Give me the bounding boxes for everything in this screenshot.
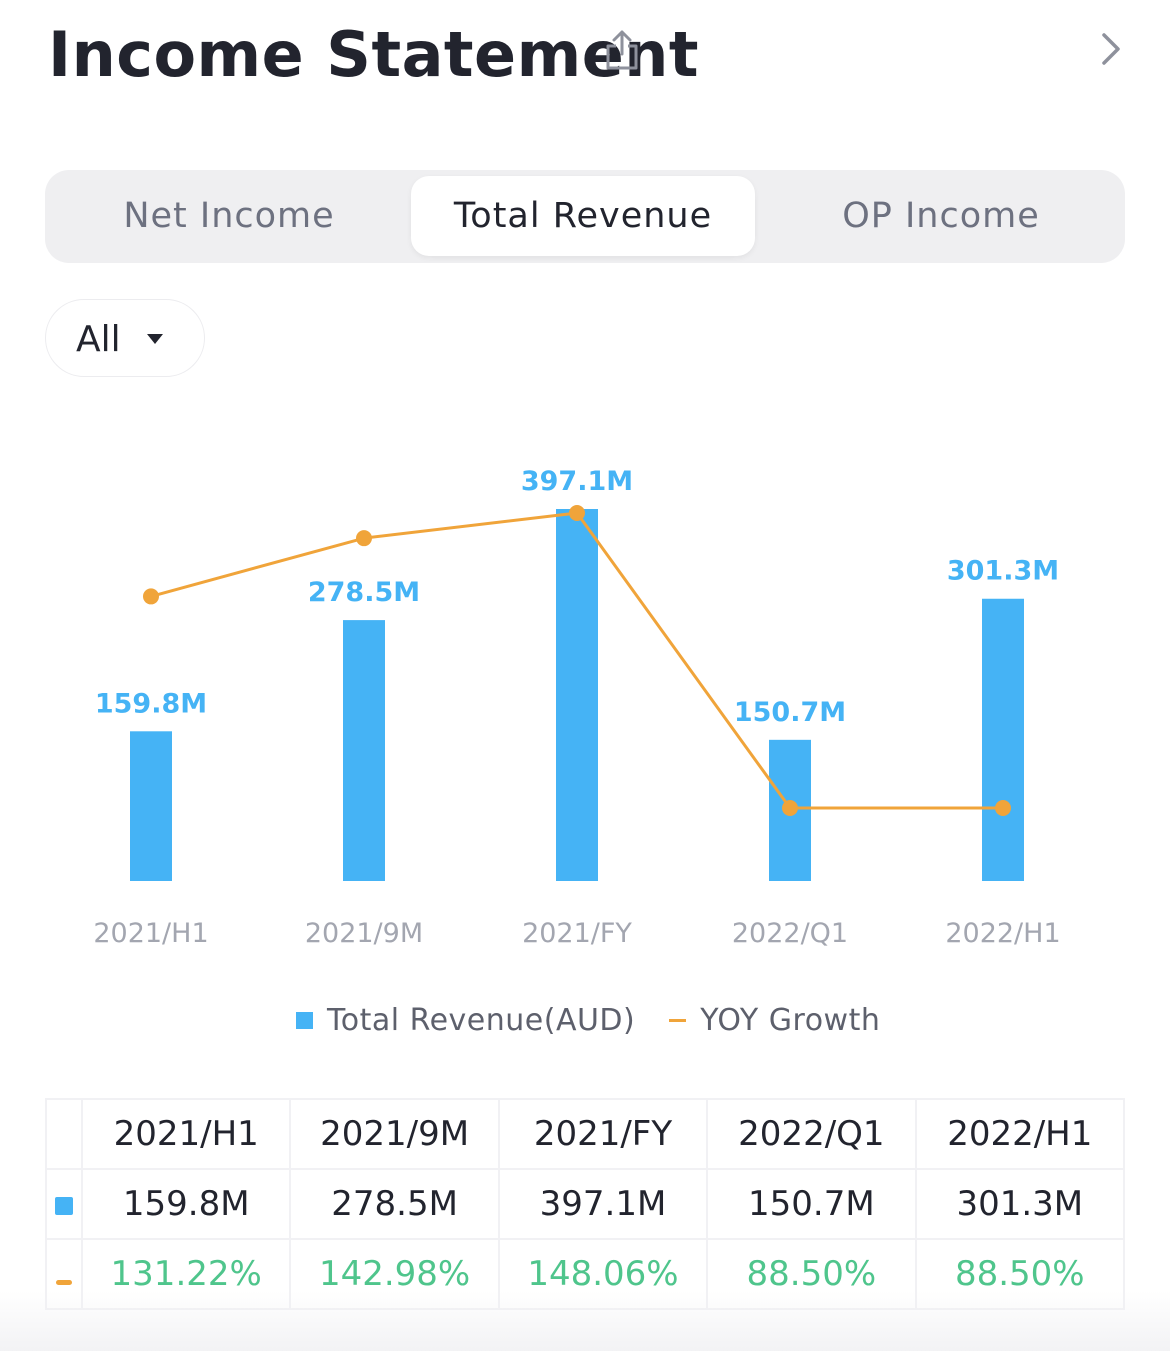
- table-cell: 131.22%: [80, 1238, 292, 1310]
- table-cell: 88.50%: [914, 1238, 1126, 1310]
- legend-bar-label: Total Revenue(AUD): [327, 1002, 636, 1038]
- table-corner-cell: [45, 1098, 83, 1170]
- table-cell: 148.06%: [497, 1238, 709, 1310]
- x-axis-tick-label: 2021/FY: [522, 918, 632, 949]
- bar-value-label: 159.8M: [95, 688, 207, 719]
- table-header-cell: 2022/H1: [914, 1098, 1126, 1170]
- legend-line-label: YOY Growth: [700, 1002, 881, 1038]
- table-cell: 397.1M: [497, 1168, 709, 1240]
- table-header-cell: 2021/FY: [497, 1098, 709, 1170]
- yoy-growth-point: [782, 800, 798, 816]
- metric-tabs: Net Income Total Revenue OP Income: [45, 170, 1125, 263]
- tab-op-income[interactable]: OP Income: [842, 196, 1040, 236]
- caret-down-icon: [147, 334, 163, 344]
- table-cell: 278.5M: [289, 1168, 500, 1240]
- yoy-growth-point: [356, 530, 372, 547]
- table-row-revenue: 159.8M 278.5M 397.1M 150.7M 301.3M: [45, 1168, 1126, 1240]
- bar-2021-h1: [130, 731, 172, 881]
- tab-net-income[interactable]: Net Income: [123, 196, 335, 236]
- page-title: Income Statement: [48, 18, 700, 91]
- table-header-cell: 2022/Q1: [706, 1098, 917, 1170]
- table-header-row: 2021/H1 2021/9M 2021/FY 2022/Q1 2022/H1: [45, 1098, 1126, 1170]
- table-header-cell: 2021/9M: [289, 1098, 500, 1170]
- growth-key-cell: [45, 1238, 83, 1310]
- bar-2022-h1: [982, 598, 1024, 881]
- bar-series-icon: [55, 1197, 73, 1215]
- bar-2021-fy: [556, 509, 598, 881]
- table-cell: 159.8M: [80, 1168, 292, 1240]
- table-row-growth: 131.22% 142.98% 148.06% 88.50% 88.50%: [45, 1238, 1126, 1310]
- tab-total-revenue[interactable]: Total Revenue: [411, 176, 755, 256]
- x-axis-tick-label: 2022/Q1: [732, 918, 848, 949]
- legend-bar-swatch: [296, 1011, 313, 1029]
- table-header-cell: 2021/H1: [80, 1098, 292, 1170]
- chart-legend: Total Revenue(AUD) YOY Growth: [296, 998, 880, 1042]
- period-dropdown-value: All: [76, 319, 121, 360]
- chevron-right-icon[interactable]: [1100, 32, 1122, 66]
- line-series-icon: [56, 1280, 72, 1285]
- legend-line-swatch: [669, 1018, 687, 1022]
- bar-value-label: 150.7M: [734, 697, 846, 728]
- bar-2021-9m: [343, 620, 385, 881]
- x-axis-tick-label: 2021/9M: [305, 918, 423, 949]
- revenue-key-cell: [45, 1168, 83, 1240]
- yoy-growth-point: [995, 800, 1011, 816]
- table-cell: 142.98%: [289, 1238, 500, 1310]
- period-dropdown[interactable]: All: [45, 299, 205, 377]
- data-table: 2021/H1 2021/9M 2021/FY 2022/Q1 2022/H1 …: [45, 1098, 1126, 1310]
- bar-value-label: 301.3M: [947, 556, 1059, 587]
- x-axis-tick-label: 2022/H1: [945, 918, 1060, 949]
- header: Income Statement: [48, 18, 1122, 98]
- table-cell: 150.7M: [706, 1168, 917, 1240]
- bar-value-label: 397.1M: [521, 466, 633, 497]
- yoy-growth-point: [569, 505, 585, 521]
- share-icon[interactable]: [602, 28, 642, 72]
- table-cell: 88.50%: [706, 1238, 917, 1310]
- x-axis-tick-label: 2021/H1: [93, 918, 208, 949]
- revenue-chart: 159.8M 2021/H1 278.5M 2021/9M 397.1M 2021/FY 1…: [93, 466, 1060, 949]
- yoy-growth-point: [143, 588, 159, 605]
- table-cell: 301.3M: [914, 1168, 1126, 1240]
- bar-value-label: 278.5M: [308, 577, 420, 608]
